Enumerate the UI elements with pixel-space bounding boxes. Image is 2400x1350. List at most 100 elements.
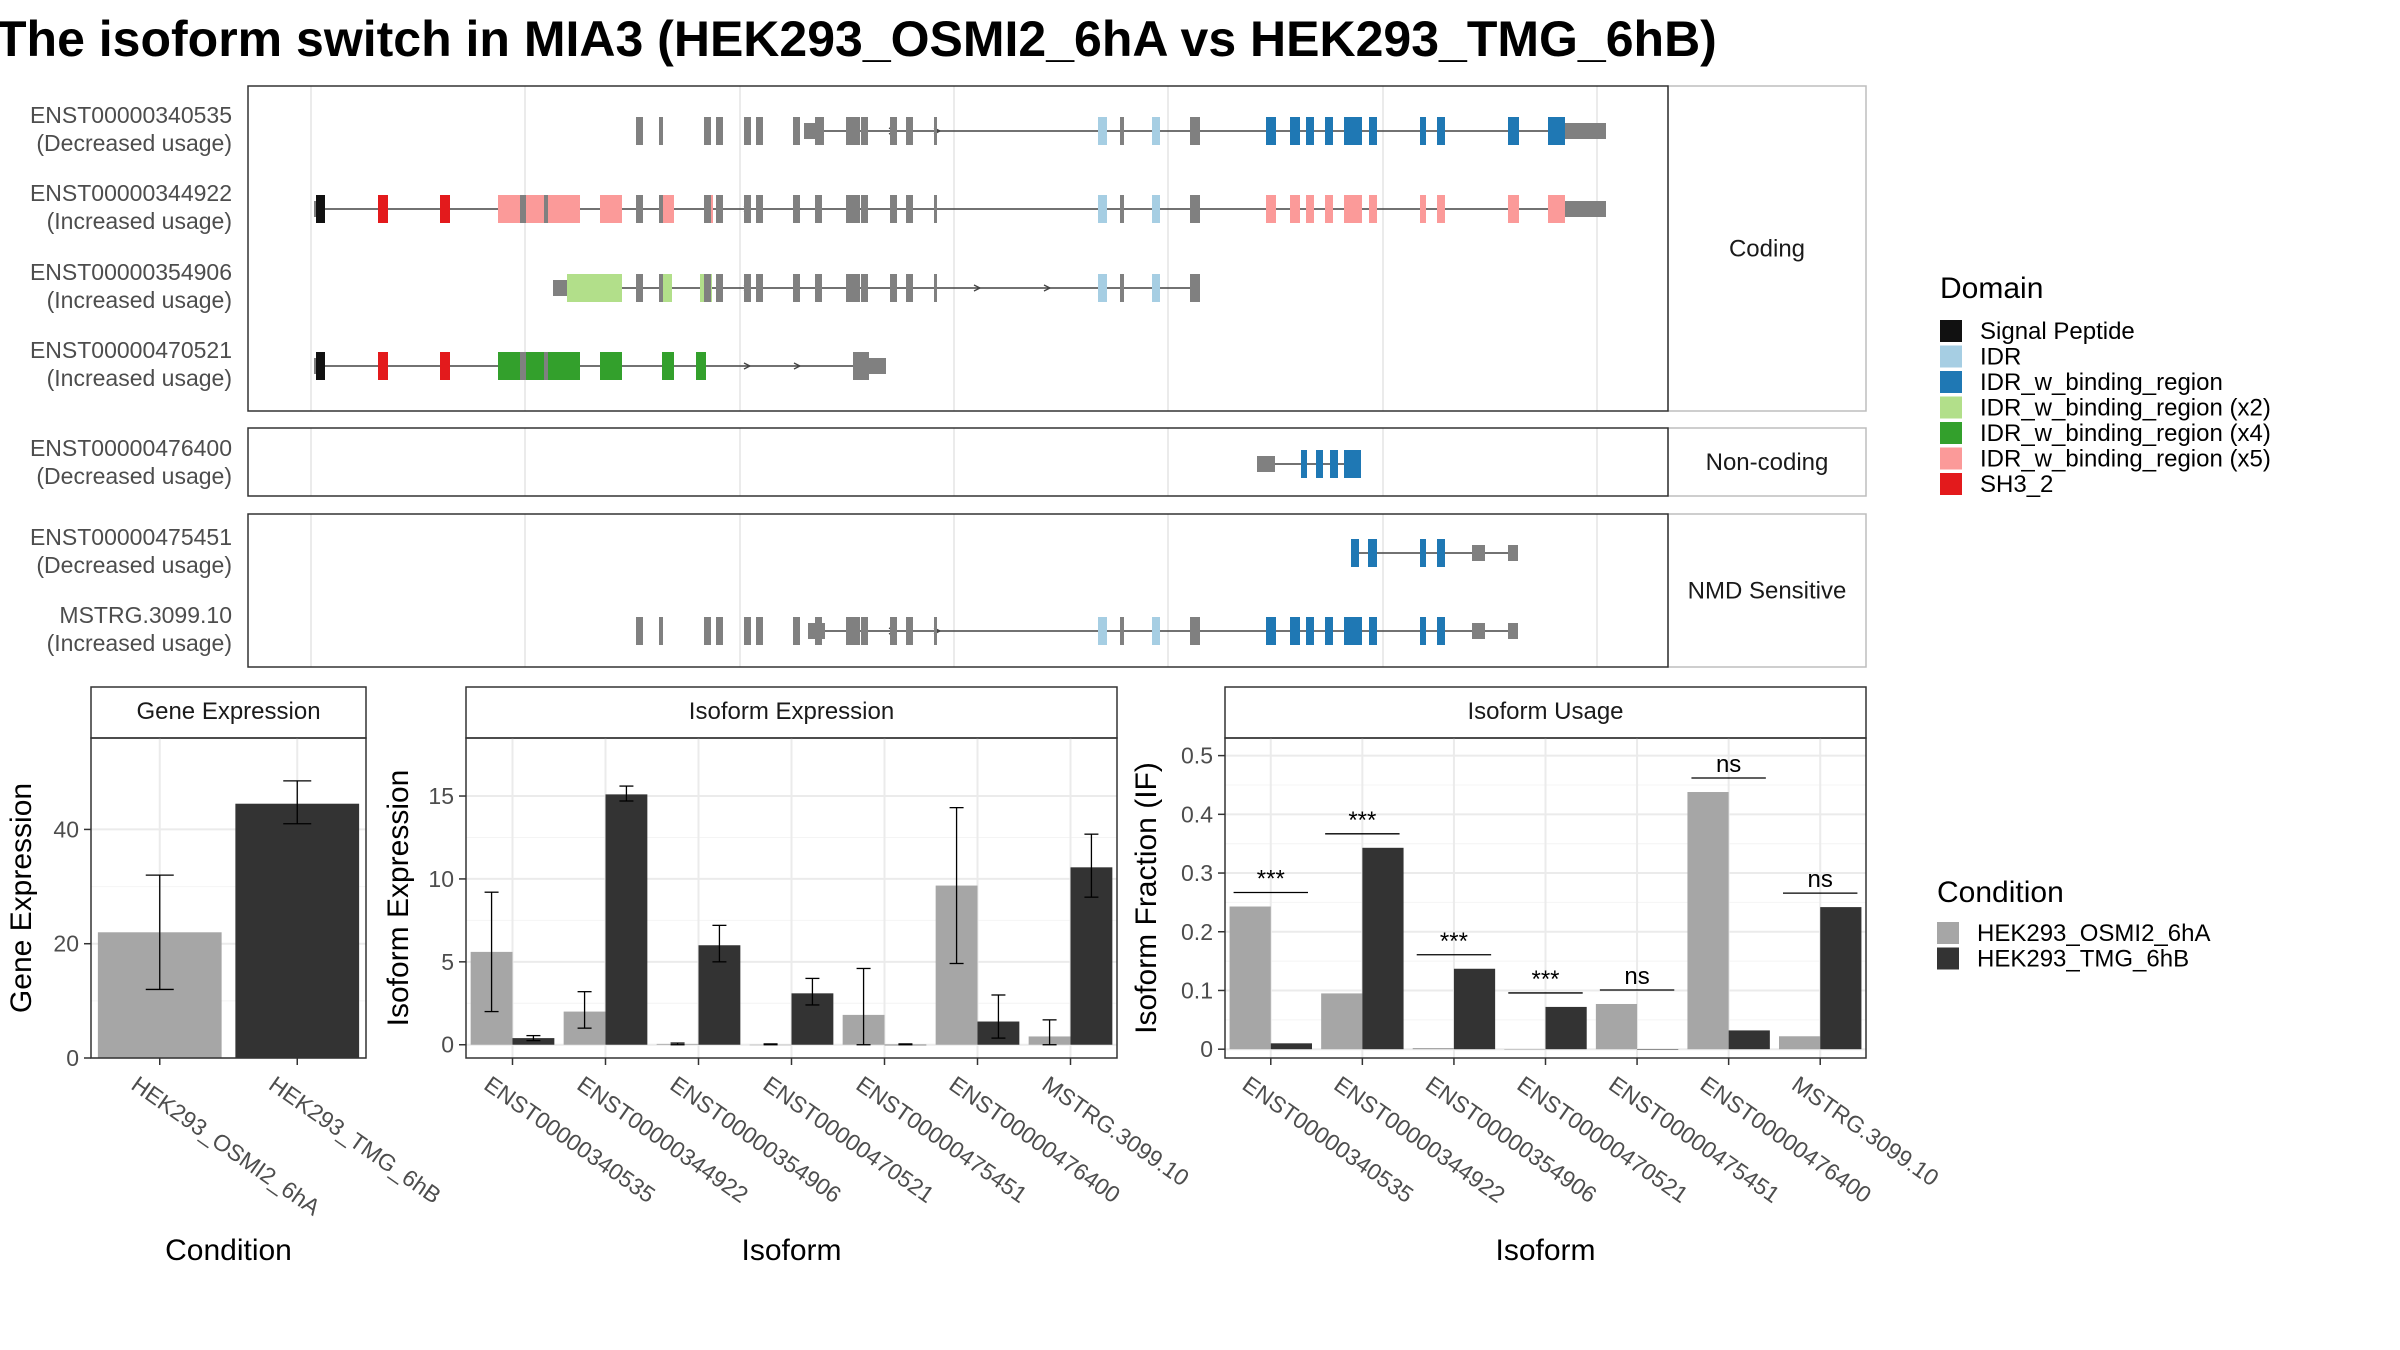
- domain-exon: [1325, 117, 1333, 145]
- exon: [544, 352, 548, 380]
- condition-legend-swatch: [1937, 947, 1959, 970]
- bar: [1453, 968, 1496, 1050]
- figure-title: The isoform switch in MIA3 (HEK293_OSMI2…: [0, 11, 1717, 67]
- domain-exon: [1266, 117, 1276, 145]
- domain-legend-swatch: [1940, 422, 1962, 444]
- exon: [659, 117, 663, 145]
- domain-exon: [1344, 617, 1362, 645]
- exon: [716, 617, 723, 645]
- exon: [853, 117, 860, 145]
- facet-strip: [1667, 85, 1867, 412]
- structure-facet-border: [247, 513, 1669, 668]
- exon: [853, 195, 860, 223]
- exon: [716, 117, 723, 145]
- exon: [934, 117, 937, 145]
- domain-exon: [1437, 617, 1445, 645]
- panel-border: [90, 737, 367, 1059]
- exon: [553, 280, 567, 296]
- bar: [1637, 1049, 1679, 1050]
- bar: [1545, 1006, 1587, 1050]
- bar: [605, 794, 648, 1045]
- exon: [793, 117, 800, 145]
- exon: [744, 117, 751, 145]
- domain-exon: [1266, 195, 1276, 223]
- facet-strip: [1667, 513, 1867, 668]
- domain-exon: [696, 352, 706, 380]
- y-tick-label: 0.5: [1181, 743, 1213, 769]
- panel-border: [1224, 737, 1867, 1059]
- y-tick-label: 5: [441, 949, 454, 975]
- exon: [890, 195, 897, 223]
- y-axis-title: Isoform Expression: [382, 770, 415, 1027]
- exon: [756, 195, 763, 223]
- isoform-expression-panel: Isoform ExpressionENST00000340535ENST000…: [382, 686, 1194, 1267]
- significance-label: ***: [1440, 928, 1468, 955]
- domain-legend-label: SH3_2: [1980, 471, 2053, 498]
- domain-exon: [1344, 117, 1362, 145]
- exon: [704, 117, 711, 145]
- transcript-usage-label: (Increased usage): [47, 208, 232, 234]
- x-axis-title: Isoform: [1495, 1234, 1595, 1267]
- exon: [636, 617, 643, 645]
- y-tick-label: 0.1: [1181, 977, 1213, 1003]
- significance-label: ***: [1348, 807, 1376, 834]
- x-tick-label: ENST00000470521: [1513, 1071, 1693, 1208]
- exon: [704, 274, 711, 302]
- y-tick-label: 0: [441, 1032, 454, 1058]
- domain-exon: [600, 352, 622, 380]
- transcript-id-label: ENST00000344922: [30, 180, 232, 206]
- domain-exon: [1369, 195, 1377, 223]
- domain-exon: [1325, 195, 1333, 223]
- exon: [934, 274, 937, 302]
- domain-exon: [316, 195, 325, 223]
- x-tick-label: ENST00000475451: [852, 1071, 1032, 1208]
- domain-exon: [1152, 274, 1160, 302]
- exon: [1190, 274, 1200, 302]
- domain-exon: [662, 195, 674, 223]
- domain-exon: [316, 352, 325, 380]
- facet-strip-label: Non-coding: [1706, 449, 1829, 476]
- domain-exon: [1437, 117, 1445, 145]
- domain-exon: [1290, 117, 1300, 145]
- y-tick-label: 0.4: [1181, 801, 1213, 827]
- panel-strip: [90, 686, 367, 739]
- domain-exon: [1508, 117, 1519, 145]
- structure-facet-bg: [248, 428, 1668, 496]
- exon: [716, 274, 723, 302]
- x-tick-label: ENST00000475451: [1604, 1071, 1784, 1208]
- exon: [861, 195, 868, 223]
- facet-strip: [1667, 427, 1867, 497]
- panel-strip-title: Isoform Expression: [689, 698, 894, 725]
- domain-legend-title: Domain: [1940, 272, 2043, 305]
- exon: [793, 195, 800, 223]
- domain-legend-swatch: [1940, 320, 1962, 342]
- y-tick-label: 40: [53, 816, 79, 842]
- exon: [793, 274, 800, 302]
- exon: [793, 617, 800, 645]
- transcript-usage-label: (Increased usage): [47, 365, 232, 391]
- domain-exon: [1152, 117, 1160, 145]
- exon: [1190, 195, 1200, 223]
- domain-exon: [1369, 617, 1377, 645]
- exon: [744, 274, 751, 302]
- domain-exon: [1290, 195, 1300, 223]
- y-tick-label: 10: [428, 866, 454, 892]
- bar: [235, 803, 360, 1058]
- domain-legend-swatch: [1940, 371, 1962, 393]
- x-tick-label: MSTRG.3099.10: [1787, 1071, 1943, 1191]
- exon: [1190, 117, 1200, 145]
- panel-strip: [465, 686, 1118, 739]
- domain-exon: [1306, 117, 1314, 145]
- domain-exon: [1316, 450, 1323, 478]
- exon: [520, 352, 526, 380]
- domain-exon: [378, 352, 388, 380]
- transcript-id-label: ENST00000470521: [30, 337, 232, 363]
- x-tick-label: ENST00000344922: [1329, 1071, 1509, 1208]
- domain-legend-label: IDR_w_binding_region (x2): [1980, 395, 2271, 422]
- x-tick-label: ENST00000354906: [1421, 1071, 1601, 1208]
- transcript-id-label: ENST00000340535: [30, 102, 232, 128]
- domain-legend-swatch: [1940, 473, 1962, 495]
- exon: [704, 617, 711, 645]
